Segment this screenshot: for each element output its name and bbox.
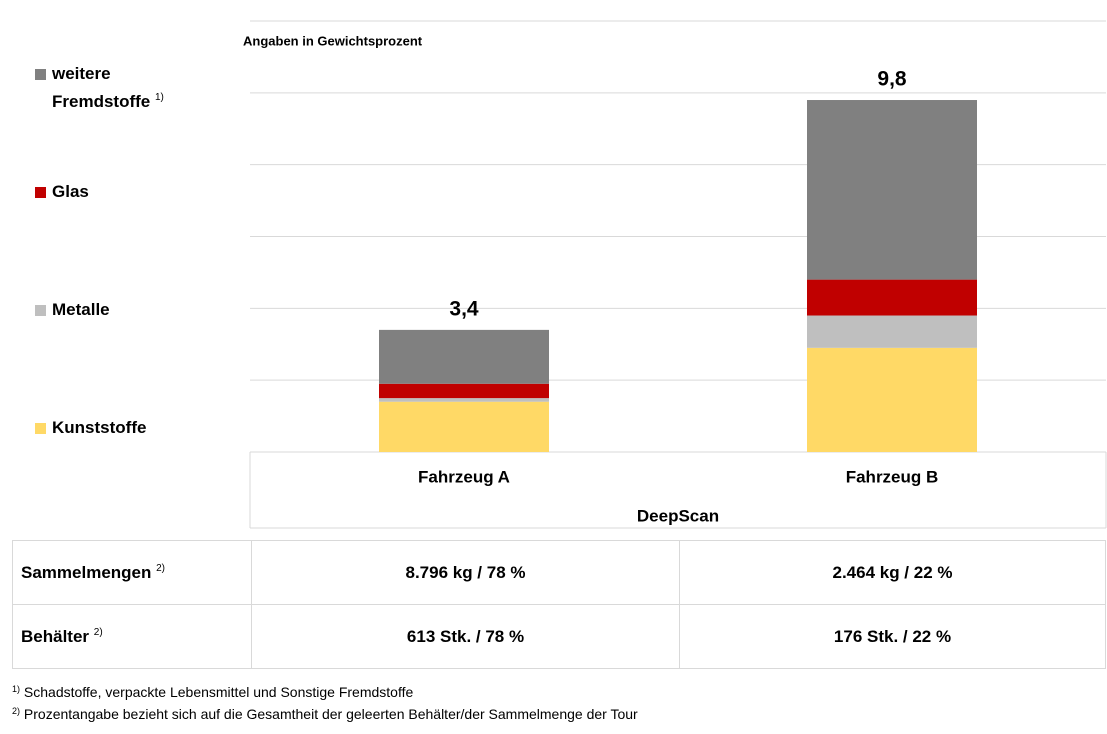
legend-swatch (35, 423, 46, 434)
total-label: 9,8 (877, 68, 907, 91)
footnote-mark: 1) (12, 684, 21, 694)
legend-item: weitere Fremdstoffe 1) (35, 62, 185, 114)
legend-label: Kunststoffe (52, 418, 147, 437)
bar-segment (379, 329, 549, 384)
legend-label: Glas (52, 182, 89, 201)
footnote-text: Schadstoffe, verpackte Lebensmittel und … (23, 684, 414, 700)
legend-text: Metalle (52, 298, 185, 322)
footnote: 1) Schadstoffe, verpackte Lebensmittel u… (12, 684, 413, 700)
table-cell: 613 Stk. / 78 % (251, 604, 680, 669)
bar-segment (807, 100, 977, 280)
bar-segment (807, 347, 977, 452)
table-row: Sammelmengen 2) 8.796 kg / 78 % 2.464 kg /… (12, 540, 1106, 605)
legend-swatch (35, 305, 46, 316)
chart-subtitle: Angaben in Gewichtsprozent (243, 33, 423, 48)
x-tick-label: Fahrzeug A (418, 467, 510, 486)
legend-item: Kunststoffe (35, 416, 185, 440)
row-label-text: Sammelmengen (21, 562, 152, 582)
table-cell: 176 Stk. / 22 % (679, 604, 1106, 669)
row-note: 2) (93, 626, 103, 638)
legend-text: weitere Fremdstoffe 1) (52, 62, 185, 114)
table-cell: 2.464 kg / 22 % (679, 540, 1106, 605)
table-row: Behälter 2) 613 Stk. / 78 % 176 Stk. / 22 … (12, 604, 1106, 669)
total-label: 3,4 (449, 297, 479, 320)
bar-segment (807, 315, 977, 348)
summary-table: Sammelmengen 2) 8.796 kg / 78 % 2.464 kg /… (12, 540, 1106, 669)
legend-label: Metalle (52, 300, 110, 319)
x-group-label: DeepScan (637, 506, 719, 525)
footnote: 2) Prozentangabe bezieht sich auf die Ge… (12, 706, 638, 722)
footnote-mark: 2) (12, 706, 21, 716)
row-note: 2) (156, 562, 166, 574)
row-label: Sammelmengen 2) (12, 540, 252, 605)
legend-item: Glas (35, 180, 185, 204)
row-label-text: Behälter (21, 626, 90, 646)
legend-swatch (35, 69, 46, 80)
row-label: Behälter 2) (12, 604, 252, 669)
bar-segment (379, 401, 549, 452)
legend-text: Glas (52, 180, 185, 204)
legend-note: 1) (154, 92, 164, 103)
x-tick-label: Fahrzeug B (846, 467, 939, 486)
table-cell: 8.796 kg / 78 % (251, 540, 680, 605)
legend-label: weitere Fremdstoffe (52, 64, 151, 111)
legend-item: Metalle (35, 298, 185, 322)
legend-text: Kunststoffe (52, 416, 185, 440)
legend-swatch (35, 187, 46, 198)
bar-segment (379, 398, 549, 402)
bar-segment (807, 279, 977, 316)
bar-segment (379, 383, 549, 399)
footnote-text: Prozentangabe bezieht sich auf die Gesam… (23, 706, 638, 722)
